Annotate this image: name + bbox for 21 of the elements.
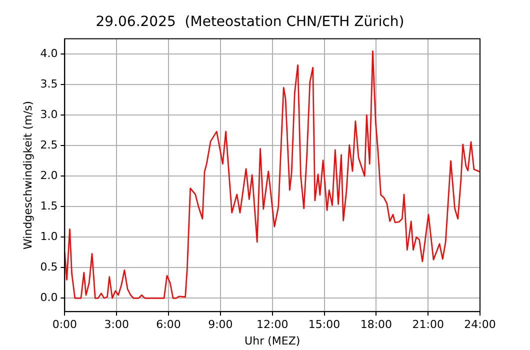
x-tick-label: 12:00 xyxy=(256,318,288,332)
y-tick-label: 3.0 xyxy=(40,108,58,121)
y-tick-label: 0.5 xyxy=(40,260,58,274)
y-tick-label: 1.0 xyxy=(40,230,58,244)
x-tick-label: 24:00 xyxy=(464,318,496,332)
y-tick-label: 1.5 xyxy=(40,199,58,212)
x-tick-label: 9:00 xyxy=(208,318,233,332)
y-axis-title: Windgeschwindigkeit (m/s) xyxy=(21,100,34,250)
x-tick-label: 3:00 xyxy=(104,318,129,332)
x-tick-label: 18:00 xyxy=(360,318,392,332)
y-tick-label: 2.5 xyxy=(40,138,58,152)
x-tick-label: 6:00 xyxy=(156,318,181,332)
y-tick-label: 3.5 xyxy=(40,77,58,90)
chart-title: 29.06.2025 (Meteostation CHN/ETH Zürich) xyxy=(96,14,404,30)
y-tick-label: 4.0 xyxy=(40,46,58,60)
x-axis-title: Uhr (MEZ) xyxy=(244,334,300,348)
x-tick-label: 0:00 xyxy=(52,318,78,332)
x-tick-label: 15:00 xyxy=(308,318,340,332)
y-tick-label: 0.0 xyxy=(40,291,58,304)
y-tick-label: 2.0 xyxy=(40,168,58,182)
x-tick-label: 21:00 xyxy=(412,318,444,332)
